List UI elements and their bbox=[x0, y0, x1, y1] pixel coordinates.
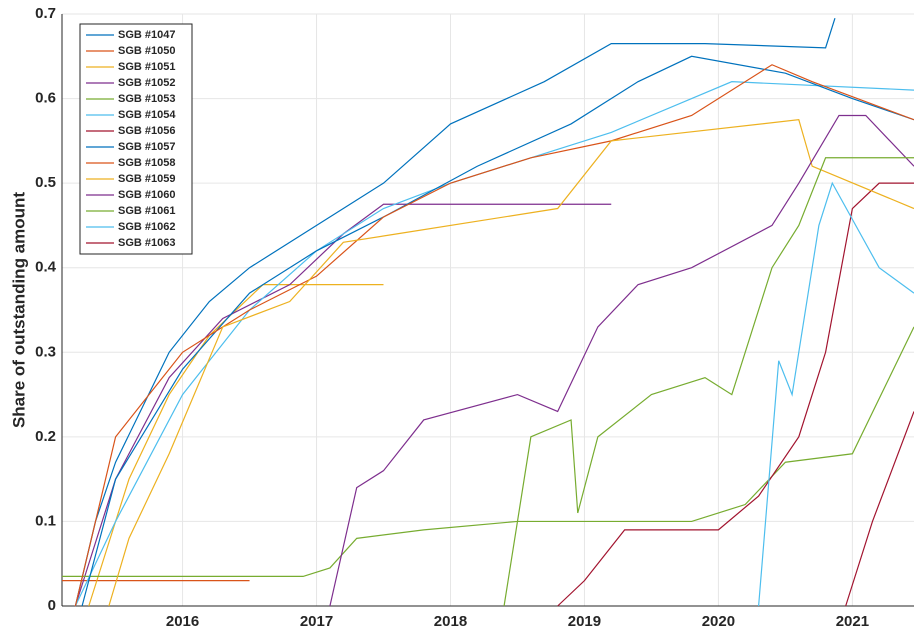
legend-label: SGB #1058 bbox=[118, 157, 175, 169]
legend-label: SGB #1052 bbox=[118, 77, 175, 89]
series-line bbox=[758, 181, 914, 607]
y-tick-label: 0 bbox=[48, 597, 56, 614]
series-line bbox=[557, 182, 914, 607]
series-line bbox=[503, 157, 914, 607]
series-line bbox=[81, 55, 914, 607]
y-tick-label: 0.7 bbox=[35, 5, 56, 22]
x-tick-label: 2020 bbox=[702, 613, 735, 630]
x-tick-label: 2021 bbox=[836, 613, 869, 630]
series-line bbox=[88, 284, 384, 607]
y-tick-label: 0.2 bbox=[35, 428, 56, 445]
series-line bbox=[329, 114, 914, 607]
legend-label: SGB #1054 bbox=[118, 109, 176, 121]
x-tick-label: 2017 bbox=[300, 613, 333, 630]
legend-label: SGB #1050 bbox=[118, 45, 175, 57]
x-tick-label: 2019 bbox=[568, 613, 601, 630]
legend-label: SGB #1053 bbox=[118, 93, 175, 105]
legend-label: SGB #1063 bbox=[118, 237, 175, 249]
legend-box bbox=[79, 23, 193, 255]
y-tick-label: 0.3 bbox=[35, 343, 56, 360]
legend-label: SGB #1061 bbox=[118, 205, 175, 217]
legend-label: SGB #1062 bbox=[118, 221, 175, 233]
legend-label: SGB #1060 bbox=[118, 189, 175, 201]
x-tick-label: 2018 bbox=[434, 613, 467, 630]
series-line bbox=[74, 203, 612, 607]
y-tick-label: 0.5 bbox=[35, 174, 56, 191]
legend-label: SGB #1057 bbox=[118, 141, 175, 153]
y-axis-label: Share of outstanding amount bbox=[9, 192, 28, 428]
series-line bbox=[74, 64, 914, 607]
legend-label: SGB #1051 bbox=[118, 61, 175, 73]
y-tick-label: 0.4 bbox=[35, 259, 57, 276]
x-tick-label: 2016 bbox=[166, 613, 199, 630]
series-line bbox=[74, 81, 914, 607]
series-line bbox=[74, 18, 836, 607]
series-line bbox=[108, 119, 914, 607]
y-tick-label: 0.6 bbox=[35, 90, 56, 107]
legend-label: SGB #1056 bbox=[118, 125, 175, 137]
legend-label: SGB #1059 bbox=[118, 173, 175, 185]
y-tick-label: 0.1 bbox=[35, 512, 56, 529]
legend-label: SGB #1047 bbox=[118, 29, 175, 41]
series-line bbox=[845, 411, 914, 607]
